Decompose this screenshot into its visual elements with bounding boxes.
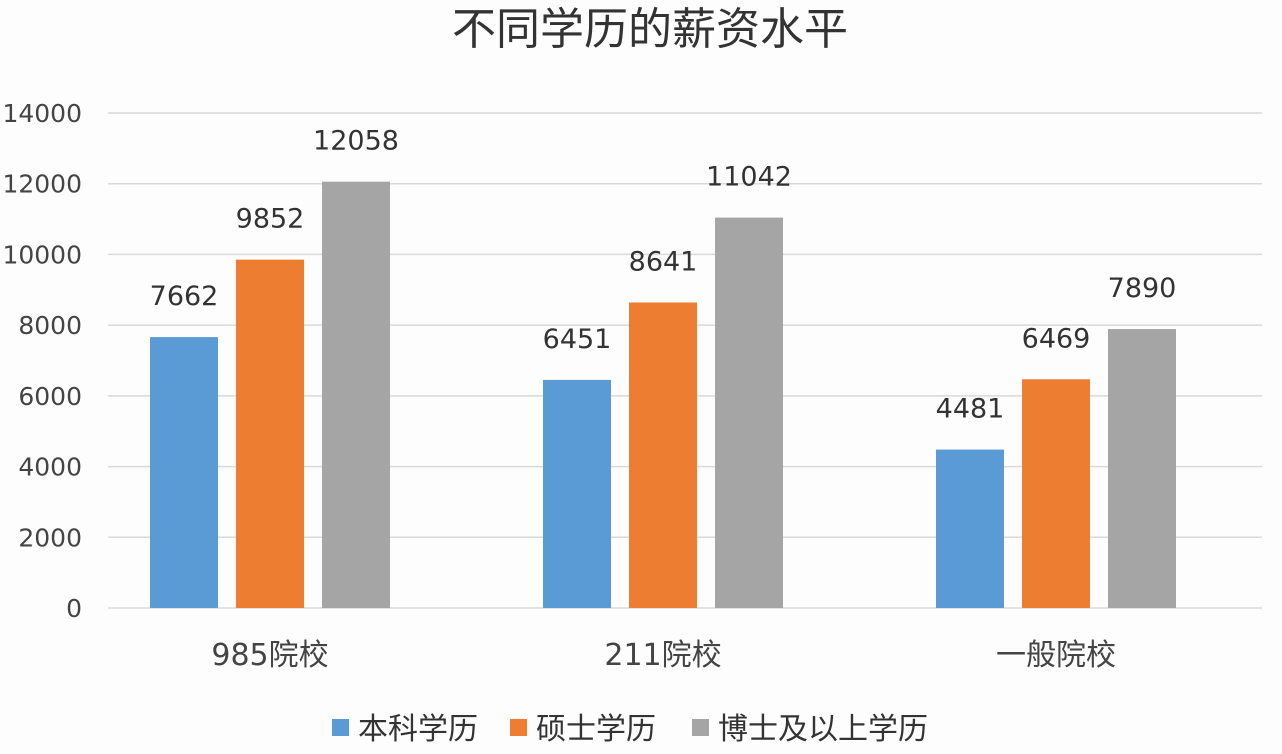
bar [322, 181, 390, 608]
legend-swatch [510, 719, 527, 736]
bar [936, 449, 1004, 608]
y-tick-label: 2000 [18, 523, 82, 552]
data-label: 9852 [236, 204, 305, 235]
legend: 本科学历 硕士学历 博士及以上学历 [332, 712, 928, 747]
bar [629, 302, 697, 608]
category-label: 一般院校 [996, 638, 1116, 673]
y-tick-label: 0 [66, 594, 82, 623]
data-label: 11042 [706, 162, 792, 193]
data-label: 4481 [936, 394, 1005, 425]
legend-swatch [332, 719, 349, 736]
y-tick-label: 8000 [18, 311, 82, 340]
legend-label: 博士及以上学历 [718, 712, 928, 747]
y-tick-label: 6000 [18, 382, 82, 411]
data-label: 6469 [1022, 323, 1091, 354]
y-tick-label: 4000 [18, 453, 82, 482]
bar [543, 379, 611, 608]
data-label: 7890 [1108, 273, 1177, 304]
legend-label: 硕士学历 [536, 712, 656, 747]
data-label: 7662 [150, 281, 219, 312]
data-labels: 7662 9852 12058 6451 8641 11042 4481 6469 7890 [150, 126, 1177, 425]
data-label: 12058 [313, 126, 399, 157]
bar [1022, 379, 1090, 608]
chart-title: 不同学历的薪资水平 [452, 4, 848, 55]
data-label: 8641 [629, 246, 698, 277]
bar [715, 217, 783, 608]
y-tick-label: 12000 [2, 170, 82, 199]
bar [1108, 329, 1176, 608]
data-label: 6451 [543, 324, 612, 355]
legend-swatch [692, 719, 709, 736]
category-label: 211院校 [604, 638, 721, 673]
y-axis-tick-labels: 0 2000 4000 6000 8000 10000 12000 14000 [2, 99, 82, 623]
y-tick-label: 10000 [2, 240, 82, 269]
category-label: 985院校 [211, 638, 328, 673]
bars [150, 181, 1176, 608]
bar [150, 337, 218, 608]
bar [236, 259, 304, 608]
legend-label: 本科学历 [358, 712, 478, 747]
x-axis-category-labels: 985院校 211院校 一般院校 [211, 638, 1116, 673]
y-tick-label: 14000 [2, 99, 82, 128]
